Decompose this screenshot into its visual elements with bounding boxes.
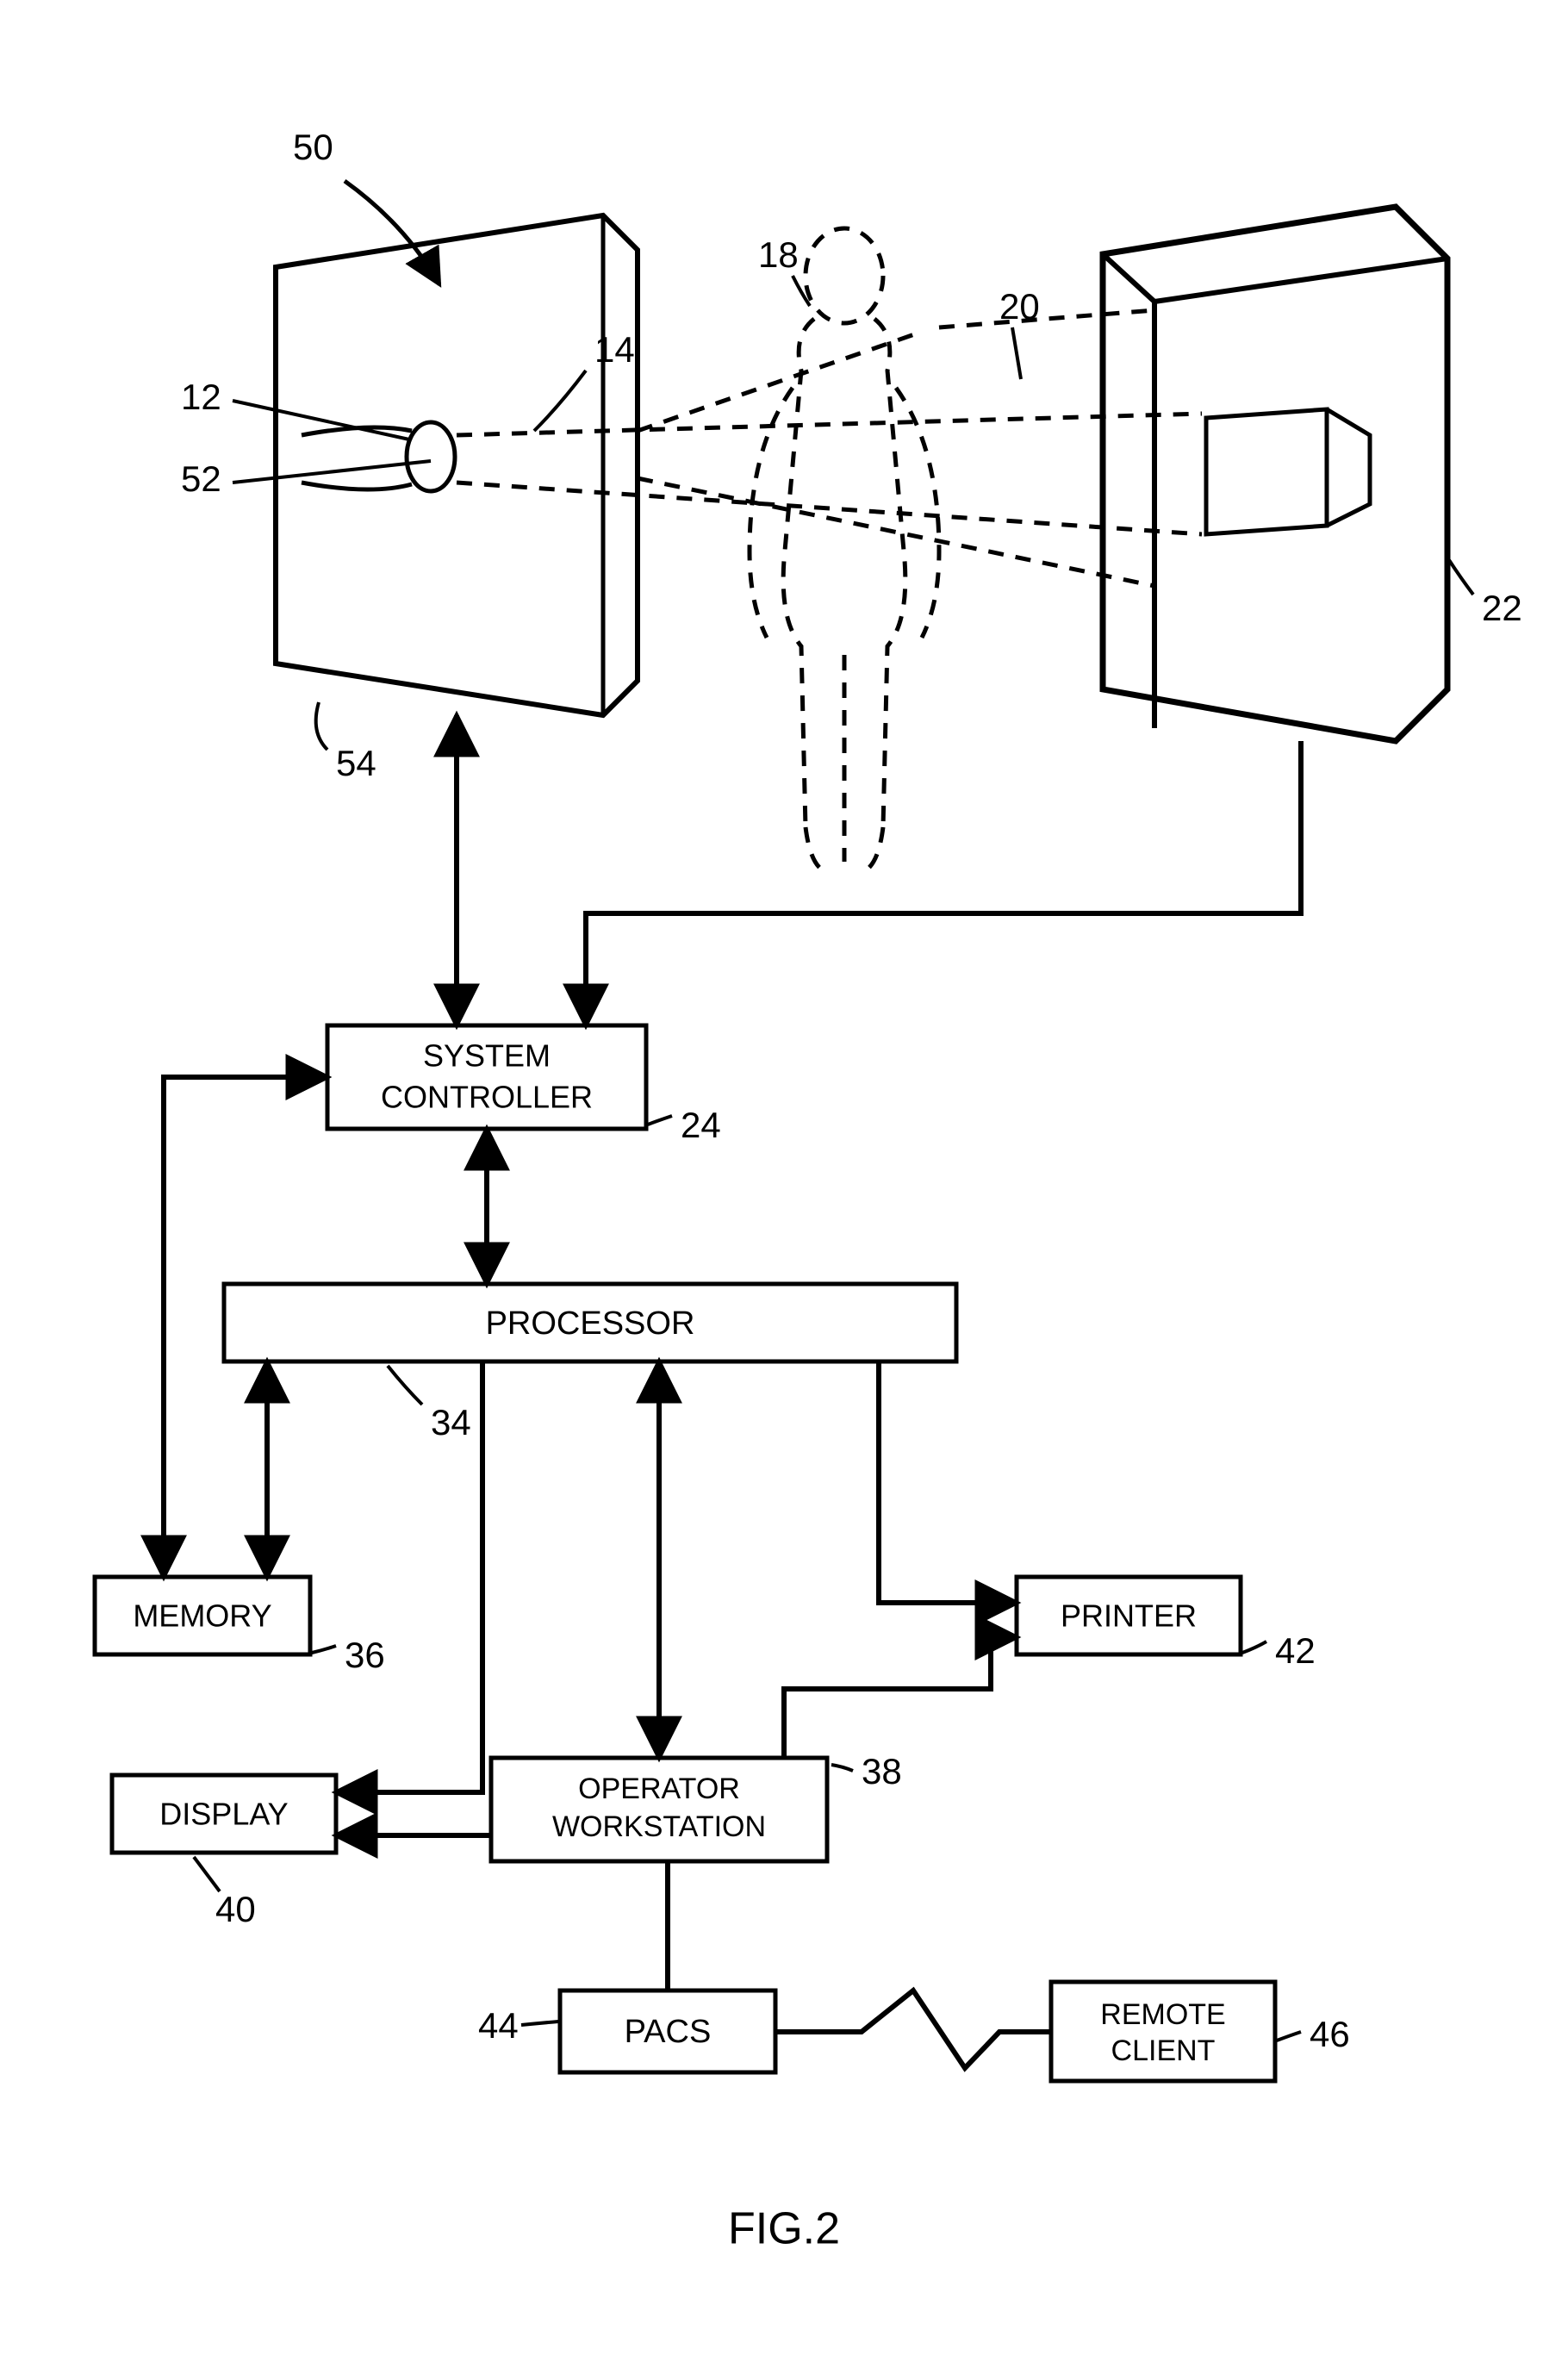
lead-44 [521, 2022, 558, 2025]
ref-40: 40 [215, 1889, 256, 1929]
lead-46 [1277, 2032, 1301, 2040]
ref-38: 38 [862, 1751, 902, 1791]
ref-54: 54 [336, 743, 376, 783]
ref-50: 50 [293, 127, 333, 167]
ref-24: 24 [681, 1105, 721, 1145]
lead-42 [1242, 1642, 1266, 1653]
ref-42: 42 [1275, 1630, 1316, 1671]
figure-caption: FIG.2 [728, 2204, 840, 2254]
remote-client-label-1: REMOTE [1100, 1998, 1225, 2031]
conn-detector-controller [586, 741, 1301, 1025]
ref-36: 36 [345, 1635, 385, 1675]
remote-client-label-2: CLIENT [1111, 2034, 1216, 2067]
ref-50-arrow [345, 181, 439, 284]
ref-34: 34 [431, 1402, 471, 1442]
conn-workstation-printer [784, 1637, 1017, 1758]
operator-workstation-label-2: WORKSTATION [552, 1810, 766, 1843]
conn-processor-printer [879, 1361, 1017, 1603]
beam-lines [457, 310, 1202, 586]
processor-label: PROCESSOR [486, 1305, 695, 1342]
lead-22 [1449, 560, 1473, 595]
lead-20 [1012, 327, 1021, 379]
patient-outline [750, 228, 939, 870]
ref-22: 22 [1482, 588, 1522, 628]
system-controller-label-1: SYSTEM [423, 1038, 551, 1074]
detector-panel [1103, 207, 1447, 741]
lead-40 [194, 1857, 220, 1891]
system-controller-label-2: CONTROLLER [381, 1080, 593, 1115]
pacs-label: PACS [625, 2014, 712, 2050]
lead-54 [316, 702, 327, 750]
conn-pacs-remote [775, 1991, 1051, 2068]
lead-36 [312, 1646, 336, 1653]
lead-34 [388, 1366, 422, 1405]
lead-52 [233, 461, 431, 483]
memory-label: MEMORY [133, 1598, 271, 1634]
ref-14: 14 [594, 329, 635, 370]
ref-44: 44 [478, 2005, 519, 2046]
ref-18: 18 [758, 234, 799, 275]
ref-20: 20 [999, 286, 1040, 327]
lead-38 [831, 1765, 853, 1771]
ref-46: 46 [1310, 2014, 1350, 2054]
display-label: DISPLAY [159, 1797, 288, 1832]
operator-workstation-label-1: OPERATOR [578, 1772, 740, 1805]
ref-52: 52 [181, 458, 221, 499]
lead-24 [648, 1116, 672, 1125]
lead-14 [534, 371, 586, 431]
ref-12: 12 [181, 377, 221, 417]
printer-label: PRINTER [1061, 1598, 1197, 1634]
source-panel [276, 215, 638, 715]
